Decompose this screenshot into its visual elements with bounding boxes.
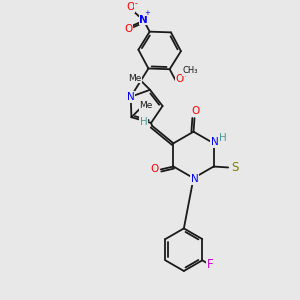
Text: Me: Me (128, 74, 141, 83)
Text: O: O (191, 106, 200, 116)
Text: N: N (140, 15, 148, 25)
Text: N: N (190, 174, 198, 184)
Text: H: H (140, 117, 147, 127)
Text: O: O (176, 74, 184, 84)
Text: F: F (206, 258, 213, 271)
Text: O: O (124, 24, 132, 34)
Text: N: N (211, 137, 218, 147)
Text: N: N (127, 92, 135, 102)
Text: S: S (231, 161, 239, 174)
Text: O: O (150, 164, 158, 174)
Text: +: + (145, 10, 151, 16)
Text: CH₃: CH₃ (183, 66, 198, 75)
Text: -: - (135, 0, 137, 8)
Text: Me: Me (139, 101, 153, 110)
Text: O: O (126, 2, 134, 12)
Text: H: H (219, 134, 227, 143)
